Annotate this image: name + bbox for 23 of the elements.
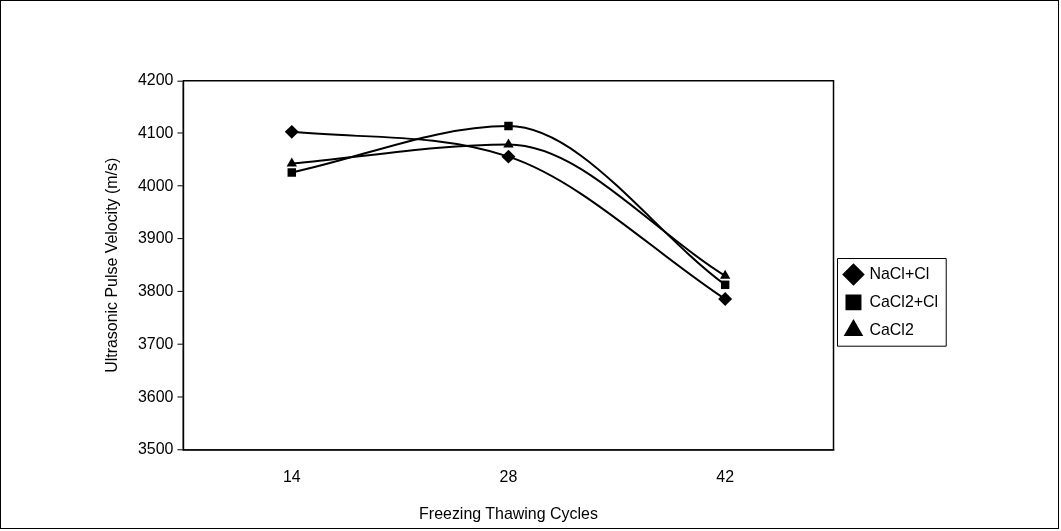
y-tick-label: 4100 (137, 123, 174, 141)
x-tick-label: 42 (716, 467, 735, 485)
legend-label: CaCl2 (869, 320, 914, 338)
y-tick-label: 3700 (137, 334, 174, 352)
point (504, 121, 513, 131)
x-tick-label: 14 (282, 467, 301, 485)
legend-label: CaCl2+Cl (869, 292, 939, 310)
y-axis-title: Ultrasonic Pulse Velocity (m/s) (102, 157, 120, 373)
point (284, 124, 299, 139)
y-tick-label: 3600 (137, 387, 174, 405)
point (287, 168, 297, 177)
point (718, 292, 733, 307)
point (719, 269, 731, 279)
y-tick-label: 3800 (137, 282, 174, 300)
y-tick-label: 4000 (137, 176, 174, 194)
x-tick-label: 28 (499, 467, 518, 485)
point (501, 149, 516, 164)
legend-label: NaCl+Cl (869, 264, 930, 282)
point (503, 138, 514, 148)
y-tick-label: 3900 (137, 229, 174, 247)
x-axis-title: Freezing Thawing Cycles (419, 504, 598, 522)
y-tick-label: 3500 (137, 440, 174, 458)
y-tick-label: 4200 (137, 71, 174, 89)
